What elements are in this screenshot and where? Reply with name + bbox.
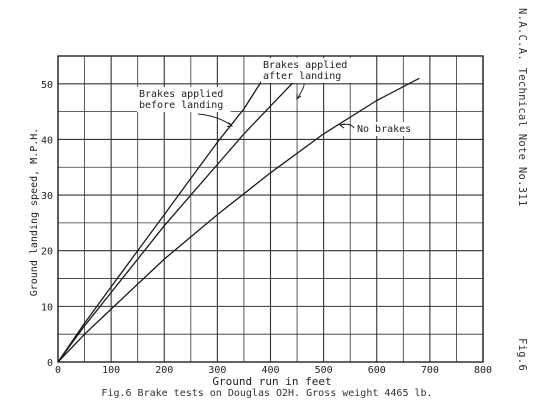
series-line-1 <box>57 77 298 363</box>
y-tick-label: 40 <box>41 135 53 146</box>
annotation-label: No brakes <box>357 124 411 135</box>
side-note: N.A.C.A. Technical Note No.311 <box>516 8 528 207</box>
annotation-label: Brakes applied <box>139 89 223 100</box>
annotation-bg <box>355 122 417 136</box>
y-tick-label: 30 <box>41 191 53 202</box>
figure-caption: Fig.6 Brake tests on Douglas O2H. Gross … <box>101 388 433 399</box>
annotation-arrowhead <box>338 123 345 129</box>
x-tick-label: 400 <box>261 365 279 376</box>
y-tick-label: 10 <box>41 302 53 313</box>
grid <box>57 55 484 363</box>
annotation-arrowhead <box>296 93 302 101</box>
series-lines <box>57 75 420 363</box>
y-tick-label: 50 <box>41 80 53 91</box>
annotation-bg <box>261 58 355 83</box>
annotation-bg <box>137 87 231 112</box>
series-line-2 <box>57 77 420 363</box>
x-tick-label: 600 <box>368 365 386 376</box>
annotation-arrowhead <box>226 122 234 128</box>
y-axis-label: Ground landing speed, M.P.H. <box>29 128 40 297</box>
figure-label: Fig.6 <box>516 338 528 372</box>
y-tick-label: 20 <box>41 247 53 258</box>
x-tick-label: 0 <box>55 365 61 376</box>
annotation-label: after landing <box>263 71 341 82</box>
annotation-arrow <box>296 83 305 100</box>
x-tick-label: 700 <box>421 365 439 376</box>
x-tick-label: 300 <box>208 365 226 376</box>
x-tick-label: 100 <box>102 365 120 376</box>
tick-labels: 0 100 200 300 400 500 600 700 800 0 10 20 30 40 50 <box>41 80 492 376</box>
annotation-label: Brakes applied <box>263 60 347 71</box>
plot-frame <box>57 55 484 363</box>
x-axis-label: Ground run in feet <box>212 375 331 388</box>
series-line-0 <box>57 75 266 363</box>
annotation-arrow <box>197 113 233 127</box>
y-tick-label: 0 <box>47 358 53 369</box>
x-tick-label: 800 <box>474 365 492 376</box>
x-tick-label: 200 <box>155 365 173 376</box>
annotation-label: before landing <box>139 100 223 111</box>
x-tick-label: 500 <box>315 365 333 376</box>
